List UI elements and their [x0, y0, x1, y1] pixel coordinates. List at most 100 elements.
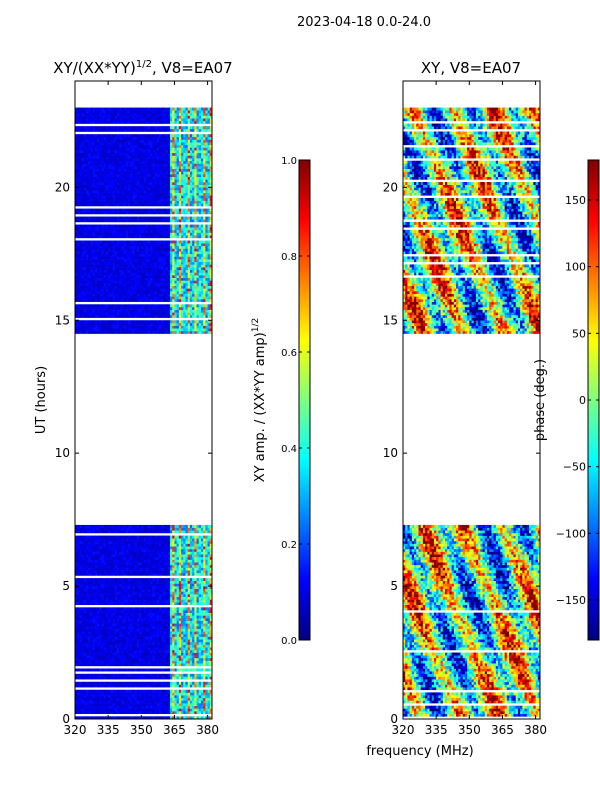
heatmap-cell: [121, 695, 125, 699]
heatmap-cell: [187, 567, 191, 571]
heatmap-cell: [101, 554, 105, 558]
heatmap-cell: [105, 644, 109, 648]
heatmap-cell: [183, 309, 186, 313]
heatmap-cell: [75, 610, 78, 613]
heatmap-cell: [203, 564, 206, 568]
heatmap-cell: [187, 620, 191, 624]
heatmap-cell: [110, 612, 113, 616]
heatmap-cell: [165, 322, 169, 326]
heatmap-cell: [161, 657, 164, 661]
heatmap-cell: [152, 325, 155, 329]
heatmap-cell: [75, 684, 78, 688]
heatmap-cell: [139, 612, 142, 616]
heatmap-cell: [130, 620, 133, 624]
heatmap-cell: [110, 668, 113, 672]
heatmap-cell: [92, 641, 96, 645]
heatmap-cell: [152, 628, 155, 632]
heatmap-cell: [141, 607, 144, 611]
heatmap-cell: [163, 309, 166, 313]
heatmap-cell: [183, 524, 186, 528]
heatmap-cell: [161, 697, 164, 701]
heatmap-cell: [79, 684, 83, 688]
heatmap-cell: [189, 578, 193, 582]
heatmap-cell: [194, 562, 197, 566]
heatmap-cell: [105, 580, 109, 584]
heatmap-cell: [207, 567, 211, 571]
heatmap-cell: [209, 586, 212, 590]
heatmap-cell: [181, 591, 184, 595]
heatmap-cell: [116, 309, 120, 313]
heatmap-cell: [86, 716, 89, 719]
heatmap-cell: [141, 564, 144, 568]
heatmap-cell: [101, 306, 105, 310]
heatmap-cell: [196, 711, 200, 714]
heatmap-cell: [198, 647, 202, 651]
heatmap-cell: [170, 588, 173, 592]
heatmap-cell: [172, 602, 175, 605]
heatmap-cell: [105, 556, 109, 560]
heatmap-cell: [92, 309, 96, 313]
heatmap-cell: [209, 548, 212, 552]
heatmap-cell: [83, 711, 87, 714]
heatmap-cell: [152, 708, 155, 712]
heatmap-cell: [185, 607, 189, 611]
heatmap-cell: [75, 535, 78, 539]
heatmap-cell: [83, 546, 87, 550]
heatmap-cell: [81, 322, 85, 326]
heatmap-cell: [170, 309, 173, 313]
heatmap-cell: [183, 625, 186, 629]
heatmap-cell: [136, 325, 140, 329]
heatmap-cell: [156, 546, 160, 550]
heatmap-cell: [94, 578, 98, 582]
heatmap-cell: [75, 538, 78, 542]
heatmap-cell: [158, 583, 162, 587]
heatmap-cell: [167, 641, 171, 645]
heatmap-cell: [203, 607, 206, 611]
heatmap-cell: [134, 564, 138, 568]
heatmap-cell: [194, 535, 197, 539]
heatmap-cell: [132, 527, 136, 531]
heatmap-cell: [112, 700, 116, 704]
heatmap-cell: [152, 631, 155, 635]
heatmap-cell: [178, 602, 182, 605]
heatmap-cell: [198, 615, 202, 619]
heatmap-cell: [165, 673, 169, 677]
heatmap-cell: [123, 543, 127, 547]
heatmap-cell: [123, 602, 127, 605]
heatmap-cell: [150, 625, 153, 629]
heatmap-cell: [112, 312, 116, 316]
heatmap-cell: [154, 684, 158, 688]
heatmap-cell: [139, 625, 142, 629]
heatmap-cell: [110, 567, 113, 571]
heatmap-cell: [185, 602, 189, 605]
heatmap-cell: [90, 668, 94, 672]
heatmap-cell: [121, 554, 125, 558]
heatmap-cell: [130, 644, 133, 648]
heatmap-cell: [203, 594, 206, 598]
heatmap-cell: [147, 711, 151, 714]
heatmap-cell: [189, 700, 193, 704]
heatmap-cell: [136, 684, 140, 688]
heatmap-cell: [99, 657, 102, 661]
heatmap-cell: [99, 535, 102, 539]
heatmap-cell: [143, 583, 147, 587]
heatmap-cell: [83, 607, 87, 611]
heatmap-cell: [110, 692, 113, 696]
heatmap-cell: [92, 562, 96, 566]
heatmap-cell: [83, 649, 87, 653]
heatmap-cell: [130, 641, 133, 645]
heatmap-cell: [105, 612, 109, 616]
heatmap-cell: [163, 673, 166, 677]
heatmap-cell: [154, 306, 158, 310]
heatmap-cell: [187, 551, 191, 555]
heatmap-cell: [114, 636, 118, 640]
heatmap-cell: [192, 689, 195, 693]
heatmap-cell: [176, 524, 180, 528]
heatmap-cell: [143, 524, 147, 528]
heatmap-cell: [156, 556, 160, 560]
heatmap-cell: [101, 330, 105, 334]
heatmap-cell: [139, 548, 142, 552]
heatmap-cell: [83, 535, 87, 539]
heatmap-cell: [194, 689, 197, 693]
heatmap-cell: [172, 572, 175, 576]
